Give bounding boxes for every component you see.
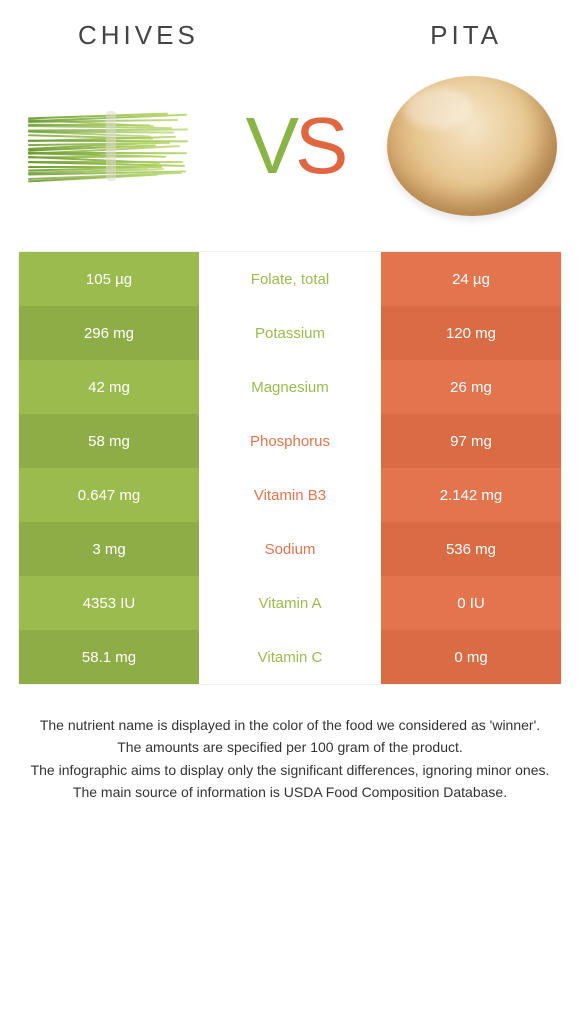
footer-line: The main source of information is USDA F… [22,782,558,802]
vs-label: VS [246,106,345,186]
table-row: 4353 IUVitamin A0 IU [19,576,561,630]
comparison-table: 105 µgFolate, total24 µg296 mgPotassium1… [18,251,562,685]
footer-line: The nutrient name is displayed in the co… [22,715,558,735]
nutrient-label: Phosphorus [199,414,381,468]
pita-image [382,71,562,221]
hero-row: VS [18,61,562,251]
footer-line: The amounts are specified per 100 gram o… [22,737,558,757]
value-left: 105 µg [19,252,199,306]
table-row: 58.1 mgVitamin C0 mg [19,630,561,684]
title-right: PITA [430,20,502,51]
nutrient-label: Vitamin C [199,630,381,684]
infographic-container: CHIVES PITA VS 105 µgFolate, total24 µg2… [0,0,580,824]
table-row: 0.647 mgVitamin B32.142 mg [19,468,561,522]
nutrient-label: Folate, total [199,252,381,306]
value-right: 536 mg [381,522,561,576]
value-right: 26 mg [381,360,561,414]
nutrient-label: Potassium [199,306,381,360]
footer-line: The infographic aims to display only the… [22,760,558,780]
nutrient-label: Vitamin A [199,576,381,630]
value-left: 0.647 mg [19,468,199,522]
value-right: 24 µg [381,252,561,306]
nutrient-label: Magnesium [199,360,381,414]
nutrient-label: Vitamin B3 [199,468,381,522]
value-right: 120 mg [381,306,561,360]
value-right: 97 mg [381,414,561,468]
value-left: 3 mg [19,522,199,576]
value-left: 4353 IU [19,576,199,630]
value-left: 58 mg [19,414,199,468]
table-row: 3 mgSodium536 mg [19,522,561,576]
value-right: 0 IU [381,576,561,630]
vs-v: V [246,101,295,190]
nutrient-label: Sodium [199,522,381,576]
footer-notes: The nutrient name is displayed in the co… [18,715,562,802]
value-left: 42 mg [19,360,199,414]
value-left: 296 mg [19,306,199,360]
title-left: CHIVES [78,20,199,51]
title-row: CHIVES PITA [18,20,562,51]
table-row: 58 mgPhosphorus97 mg [19,414,561,468]
table-row: 105 µgFolate, total24 µg [19,252,561,306]
table-row: 42 mgMagnesium26 mg [19,360,561,414]
chives-image [18,71,208,221]
value-right: 2.142 mg [381,468,561,522]
table-row: 296 mgPotassium120 mg [19,306,561,360]
value-right: 0 mg [381,630,561,684]
value-left: 58.1 mg [19,630,199,684]
vs-s: S [295,101,344,190]
